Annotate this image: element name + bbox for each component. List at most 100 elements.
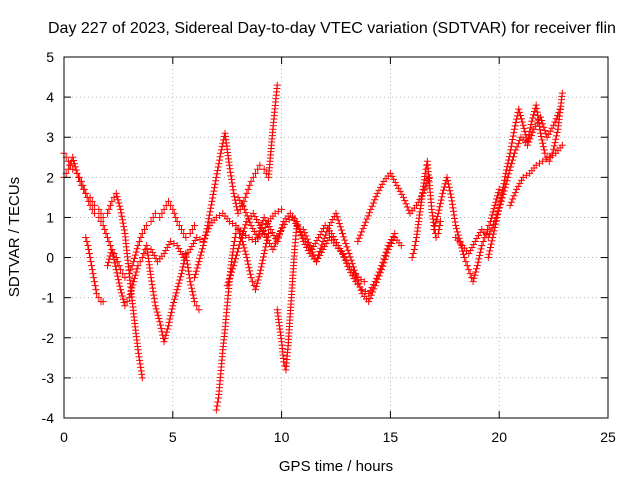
data-point xyxy=(216,153,224,161)
data-point xyxy=(470,241,478,249)
data-point xyxy=(109,249,117,257)
data-point xyxy=(493,213,501,221)
data-point xyxy=(130,258,138,266)
data-point xyxy=(341,256,349,264)
data-point xyxy=(160,250,168,258)
data-point xyxy=(150,291,158,299)
data-point xyxy=(256,161,264,169)
data-point xyxy=(302,232,310,240)
data-point xyxy=(215,160,223,168)
data-point xyxy=(279,221,287,229)
data-point xyxy=(225,275,233,283)
data-point xyxy=(536,126,544,134)
data-point xyxy=(274,234,282,242)
data-point xyxy=(131,254,139,262)
data-point xyxy=(170,209,178,217)
data-point xyxy=(258,220,266,228)
data-point xyxy=(175,221,183,229)
data-point xyxy=(469,278,477,286)
y-tick-label: 5 xyxy=(46,49,54,65)
data-point xyxy=(253,279,261,287)
data-point xyxy=(233,206,241,214)
data-point xyxy=(191,298,199,306)
data-point xyxy=(260,213,268,221)
data-point xyxy=(237,199,245,207)
data-point xyxy=(534,115,542,123)
data-point xyxy=(177,273,185,281)
data-point xyxy=(86,193,94,201)
data-point xyxy=(174,282,182,290)
data-point xyxy=(151,302,159,310)
data-point xyxy=(350,266,358,274)
data-point xyxy=(502,166,510,174)
data-point xyxy=(175,245,183,253)
data-point xyxy=(136,258,144,266)
data-point xyxy=(137,363,145,371)
data-point xyxy=(149,284,157,292)
data-point xyxy=(215,156,223,164)
data-point xyxy=(130,278,138,286)
data-point xyxy=(73,169,81,177)
data-point xyxy=(409,250,417,258)
data-point xyxy=(551,139,559,147)
data-point xyxy=(193,302,201,310)
data-point xyxy=(263,219,271,227)
data-point xyxy=(510,129,518,137)
data-point xyxy=(164,325,172,333)
data-point xyxy=(180,260,188,268)
data-point xyxy=(257,266,265,274)
data-point xyxy=(134,262,142,270)
data-point xyxy=(91,282,99,290)
data-point xyxy=(256,270,264,278)
data-point xyxy=(485,250,493,258)
data-point xyxy=(509,195,517,203)
data-point xyxy=(167,312,175,320)
data-point xyxy=(236,238,244,246)
data-point xyxy=(405,206,413,214)
data-point xyxy=(367,205,375,213)
data-point xyxy=(476,252,484,260)
data-point xyxy=(475,255,483,263)
data-point xyxy=(356,231,364,239)
data-point xyxy=(317,244,325,252)
data-point xyxy=(460,250,468,258)
data-point xyxy=(186,274,194,282)
data-point xyxy=(477,245,485,253)
data-point xyxy=(553,132,561,140)
data-point xyxy=(375,272,383,280)
data-point xyxy=(552,135,560,143)
data-point xyxy=(197,251,205,259)
data-point xyxy=(254,276,262,284)
data-point xyxy=(540,146,548,154)
data-point xyxy=(539,143,547,151)
data-point xyxy=(104,234,112,241)
data-point xyxy=(513,185,521,193)
data-point xyxy=(492,198,500,206)
data-point xyxy=(525,138,533,146)
data-point xyxy=(241,247,249,255)
data-point xyxy=(491,201,499,209)
data-point xyxy=(312,258,320,266)
data-point xyxy=(101,225,109,233)
data-point xyxy=(540,123,548,131)
y-tick-label: -1 xyxy=(42,290,55,306)
data-point xyxy=(462,258,470,266)
data-point xyxy=(369,288,377,296)
data-point xyxy=(172,213,180,221)
data-point xyxy=(366,294,374,302)
data-point xyxy=(233,203,241,211)
data-point xyxy=(346,253,354,261)
data-point xyxy=(99,221,107,229)
data-point xyxy=(408,254,416,262)
data-point xyxy=(489,230,497,238)
data-point xyxy=(234,225,242,233)
data-point xyxy=(535,119,543,127)
data-point xyxy=(375,186,383,194)
data-point xyxy=(314,254,322,262)
data-point xyxy=(207,204,215,212)
data-point xyxy=(528,117,536,125)
data-point xyxy=(430,225,438,233)
data-point xyxy=(165,241,173,249)
data-point xyxy=(434,209,442,217)
data-point xyxy=(242,250,250,258)
